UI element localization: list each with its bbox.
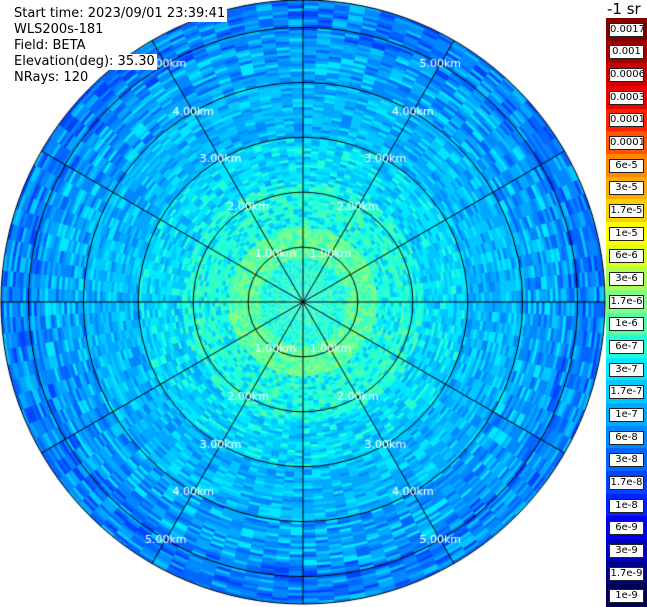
colorbar-bin-label: 0.0001 [609, 136, 644, 151]
colorbar-bin: 6e-5 [606, 153, 647, 177]
colorbar-bin-label: 1.7e-6 [609, 294, 644, 309]
colorbar-bin: 1e-9 [606, 584, 647, 607]
colorbar-bin-label: 0.00017 [609, 113, 644, 128]
colorbar-bin: 1.7e-7 [606, 380, 647, 404]
colorbar-bin-label: 3e-9 [609, 543, 644, 558]
colorbar-bin-label: 1e-8 [609, 498, 644, 513]
colorbar-bin: 1.7e-5 [606, 199, 647, 223]
colorbar-bin-label: 6e-8 [609, 430, 644, 445]
nrays-label: NRays: 120 [12, 70, 91, 86]
colorbar-bin: 6e-9 [606, 516, 647, 540]
colorbar-bin-label: 0.001 [609, 45, 644, 60]
colorbar-bin: 0.0001 [606, 131, 647, 155]
colorbar-bin: 0.00017 [606, 108, 647, 132]
colorbar-bin: 1e-5 [606, 221, 647, 245]
colorbar-bin-label: 1.7e-5 [609, 204, 644, 219]
colorbar-bin: 1.7e-9 [606, 561, 647, 585]
colorbar-bin: 0.0017 [606, 18, 647, 41]
instrument-label: WLS200s-181 [12, 22, 106, 38]
colorbar-bin-label: 3e-5 [609, 181, 644, 196]
colorbar-bin-label: 0.0003 [609, 90, 644, 105]
colorbar-bin-label: 1e-7 [609, 407, 644, 422]
colorbar-bin: 6e-8 [606, 425, 647, 449]
colorbar-bin-label: 3e-7 [609, 362, 644, 377]
colorbar-bin: 0.0003 [606, 85, 647, 109]
colorbar-bin: 3e-9 [606, 539, 647, 563]
ppi-plot [0, 0, 606, 607]
colorbar-bin-label: 6e-7 [609, 339, 644, 354]
colorbar-bin-label: 1e-9 [609, 589, 644, 604]
colorbar-bin: 6e-7 [606, 335, 647, 359]
colorbar-bin-label: 1e-6 [609, 317, 644, 332]
plot-header: Start time: 2023/09/01 23:39:41 WLS200s-… [12, 6, 228, 86]
colorbar-bin-label: 3e-8 [609, 453, 644, 468]
colorbar-unit-label: -1 sr [607, 0, 641, 18]
colorbar-bin: 1.7e-8 [606, 471, 647, 495]
colorbar-bin: 3e-7 [606, 357, 647, 381]
field-label: Field: BETA [12, 38, 88, 54]
colorbar-bin-label: 1.7e-8 [609, 475, 644, 490]
colorbar-bin: 1e-6 [606, 312, 647, 336]
colorbar-bin-label: 1.7e-9 [609, 566, 644, 581]
colorbar-bin-label: 6e-6 [609, 249, 644, 264]
colorbar-bin-label: 1e-5 [609, 226, 644, 241]
colorbar-bin: 6e-6 [606, 244, 647, 268]
colorbar-bin: 0.001 [606, 40, 647, 64]
colorbar: -1 sr 0.0017 0.001 0.0006 0.0003 0.00017 0.00… [606, 0, 647, 607]
colorbar-bin: 0.0006 [606, 63, 647, 87]
colorbar-bin-label: 6e-9 [609, 521, 644, 536]
colorbar-bin-label: 0.0017 [609, 22, 644, 37]
start-time-label: Start time: 2023/09/01 23:39:41 [12, 6, 228, 22]
colorbar-bin: 1e-7 [606, 403, 647, 427]
colorbar-bin-label: 1.7e-7 [609, 385, 644, 400]
colorbar-bin: 1e-8 [606, 493, 647, 517]
colorbar-bin-label: 0.0006 [609, 68, 644, 83]
elevation-label: Elevation(deg): 35.30 [12, 54, 157, 70]
colorbar-bin-label: 3e-6 [609, 272, 644, 286]
colorbar-bin-label: 6e-5 [609, 158, 644, 173]
colorbar-bin: 3e-6 [606, 267, 647, 291]
colorbar-bin: 3e-5 [606, 176, 647, 200]
colorbar-bin: 1.7e-6 [606, 289, 647, 313]
colorbar-bin: 3e-8 [606, 448, 647, 472]
